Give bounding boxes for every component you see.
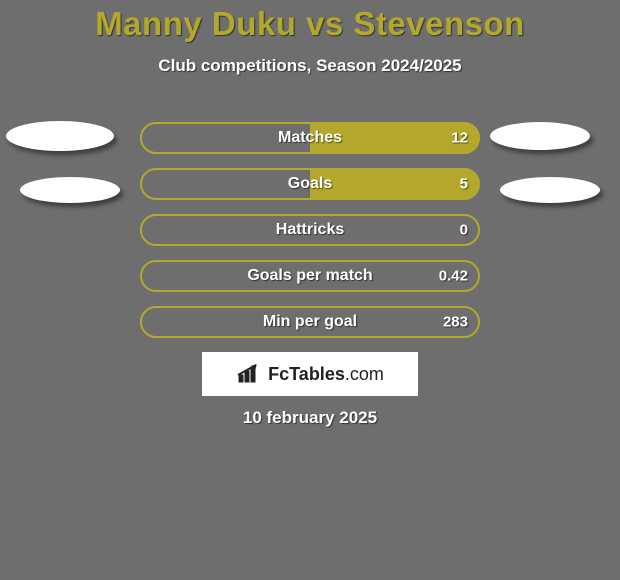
comparison-infographic: Manny Duku vs Stevenson Club competition…	[0, 0, 620, 580]
pellet-shape	[20, 177, 120, 203]
fctables-logo: FcTables.com	[202, 352, 418, 396]
stat-value-right: 0	[460, 222, 468, 239]
logo-text-main: FcTables	[268, 364, 345, 384]
stat-label: Goals	[288, 175, 332, 193]
stat-value-right: 283	[443, 314, 468, 331]
pellet-shape	[490, 122, 590, 150]
stat-label: Matches	[278, 129, 342, 147]
stat-rows: Matches 12 Goals 5 Hattricks 0 Goals per match…	[0, 122, 620, 338]
stat-label: Min per goal	[263, 313, 357, 331]
logo-text-tld: .com	[345, 364, 384, 384]
stat-fill-right	[310, 168, 480, 200]
page-subtitle: Club competitions, Season 2024/2025	[0, 56, 620, 76]
stat-label: Goals per match	[247, 267, 372, 285]
stat-value-right: 0.42	[439, 268, 468, 285]
pellet-shape	[500, 177, 600, 203]
stat-row: Hattricks 0	[0, 214, 620, 246]
bar-chart-icon	[236, 363, 262, 385]
stat-value-right: 5	[460, 176, 468, 193]
stat-value-right: 12	[451, 130, 468, 147]
stat-row: Goals per match 0.42	[0, 260, 620, 292]
stat-label: Hattricks	[276, 221, 344, 239]
pellet-shape	[6, 121, 114, 151]
date-text: 10 february 2025	[0, 408, 620, 428]
stat-row: Min per goal 283	[0, 306, 620, 338]
page-title: Manny Duku vs Stevenson	[0, 0, 620, 42]
logo-text: FcTables.com	[268, 364, 384, 385]
